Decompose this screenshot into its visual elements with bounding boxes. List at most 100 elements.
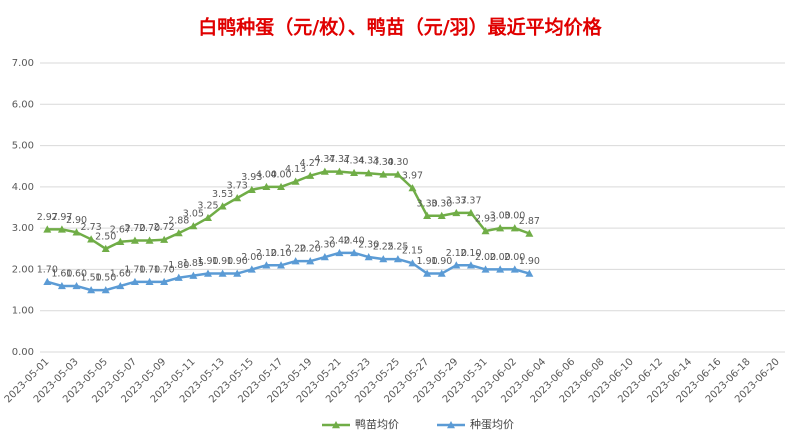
data-label: 2.20	[285, 244, 306, 255]
data-label: 1.90	[212, 256, 233, 267]
data-label: 2.15	[402, 246, 423, 257]
data-label: 3.73	[227, 181, 248, 192]
data-label: 2.20	[300, 244, 321, 255]
point-marker	[247, 185, 256, 193]
data-label: 2.70	[124, 223, 145, 234]
point-marker	[203, 213, 212, 222]
data-label: 4.33	[358, 156, 379, 167]
point-marker	[218, 202, 227, 210]
data-label: 1.70	[37, 264, 58, 275]
data-label: 2.10	[256, 248, 277, 259]
data-label: 2.87	[519, 216, 540, 227]
data-label: 2.00	[490, 252, 511, 263]
legend-label: 鸭苗均价	[355, 418, 399, 431]
point-marker	[408, 184, 417, 192]
point-marker	[57, 225, 66, 233]
data-label: 3.30	[431, 198, 452, 209]
data-label: 2.30	[314, 240, 335, 251]
data-label: 4.37	[329, 154, 350, 165]
point-marker	[43, 277, 52, 286]
point-marker	[291, 177, 300, 185]
series-line	[47, 170, 530, 251]
data-label: 2.93	[475, 214, 496, 225]
point-marker	[320, 167, 329, 175]
point-marker	[408, 259, 417, 267]
data-label: 4.00	[256, 169, 277, 180]
data-label: 1.70	[139, 264, 160, 275]
point-marker	[335, 248, 344, 257]
point-marker	[496, 224, 505, 232]
data-label: 1.60	[110, 268, 131, 279]
data-label: 1.50	[81, 273, 102, 284]
point-marker	[379, 255, 388, 263]
data-label: 4.00	[270, 169, 291, 180]
y-tick-label: 2.00	[12, 264, 34, 275]
data-label: 1.90	[197, 256, 218, 267]
point-marker	[203, 269, 212, 277]
data-label: 4.27	[300, 158, 321, 169]
point-marker	[116, 237, 125, 245]
data-label: 2.00	[504, 252, 525, 263]
point-marker	[57, 281, 66, 290]
data-label: 4.34	[343, 155, 364, 166]
data-label: 3.25	[197, 200, 218, 211]
data-label: 2.25	[387, 242, 408, 253]
data-label: 3.00	[490, 211, 511, 222]
y-tick-label: 7.00	[12, 58, 34, 69]
point-marker	[481, 265, 490, 273]
data-label: 3.97	[402, 171, 423, 182]
point-marker	[452, 208, 461, 217]
data-label: 3.93	[241, 172, 262, 183]
data-label: 2.10	[270, 248, 291, 259]
data-label: 1.90	[227, 256, 248, 267]
point-marker	[277, 182, 286, 191]
data-label: 2.72	[154, 222, 175, 233]
data-label: 2.10	[460, 248, 481, 259]
data-label: 4.30	[373, 157, 394, 168]
data-label: 2.97	[51, 212, 72, 223]
data-label: 1.90	[431, 256, 452, 267]
y-tick-label: 5.00	[12, 141, 34, 152]
data-label: 2.25	[373, 242, 394, 253]
point-marker	[262, 182, 271, 191]
data-label: 2.73	[81, 222, 102, 233]
point-marker	[306, 171, 315, 179]
point-marker	[364, 253, 373, 261]
data-label: 2.10	[446, 248, 467, 259]
point-marker	[160, 277, 169, 286]
point-marker	[116, 281, 125, 290]
legend-marker	[447, 421, 455, 429]
point-marker	[364, 169, 373, 177]
data-label: 3.30	[417, 198, 438, 209]
data-label: 2.00	[241, 252, 262, 263]
point-marker	[218, 269, 227, 277]
point-marker	[350, 248, 359, 257]
point-marker	[189, 271, 198, 279]
data-label: 3.37	[460, 195, 481, 206]
data-label: 2.40	[329, 235, 350, 246]
point-marker	[393, 170, 402, 178]
data-label: 1.50	[95, 273, 116, 284]
point-marker	[247, 265, 256, 273]
point-marker	[452, 261, 461, 269]
y-tick-label: 3.00	[12, 223, 34, 234]
point-marker	[510, 224, 519, 232]
y-tick-label: 4.00	[12, 182, 34, 193]
point-marker	[291, 257, 300, 265]
point-marker	[525, 269, 534, 277]
point-marker	[145, 236, 154, 244]
data-label: 1.70	[154, 264, 175, 275]
data-label: 2.30	[358, 240, 379, 251]
point-marker	[174, 229, 183, 237]
data-label: 2.00	[475, 252, 496, 263]
point-marker	[101, 286, 110, 294]
data-label: 3.53	[212, 189, 233, 200]
point-marker	[72, 228, 81, 236]
data-label: 1.70	[124, 264, 145, 275]
point-marker	[189, 222, 198, 230]
data-label: 2.70	[139, 223, 160, 234]
data-label: 2.90	[66, 215, 87, 226]
y-tick-label: 1.00	[12, 306, 34, 317]
point-marker	[393, 255, 402, 263]
point-marker	[130, 277, 139, 286]
